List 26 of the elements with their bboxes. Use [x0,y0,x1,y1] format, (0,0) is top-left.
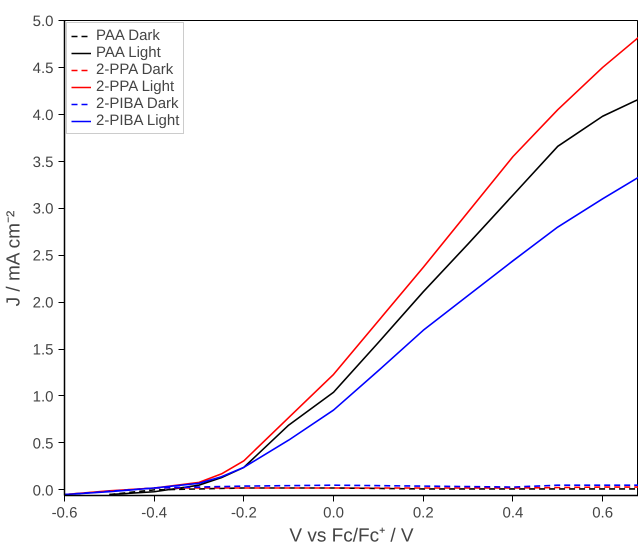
y-tick-label: 2.5 [32,248,54,265]
x-tick-label: 0.0 [323,504,344,522]
x-tick-label: -0.4 [141,504,168,522]
legend-label: 2-PIBA Light [96,112,180,129]
y-tick-label: 1.0 [32,388,54,406]
y-tick-label: 4.0 [32,106,54,124]
y-tick-label: 4.5 [32,60,54,77]
x-tick-label: -0.2 [230,504,257,522]
y-tick-label: 1.5 [32,342,54,359]
y-tick-label: 2.0 [32,294,54,312]
x-tick-label: 0.6 [592,504,614,522]
y-tick-label: 0.5 [32,435,54,452]
x-tick-label: -0.6 [52,504,78,522]
legend-label: PAA Dark [96,27,160,44]
y-tick-label: 3.0 [32,200,54,218]
legend-label: 2-PIBA Dark [96,95,179,112]
x-tick-label: 0.4 [502,504,524,522]
y-tick-label: 3.5 [32,154,54,171]
legend-label: 2-PPA Light [96,78,174,95]
legend-label: 2-PPA Dark [96,61,174,78]
y-tick-label: 0.0 [32,482,54,500]
x-axis-title: V vs Fc/Fc⁺ / V [289,526,414,546]
y-axis-title: J / mA cm⁻² [4,210,25,306]
legend-label: PAA Light [96,44,161,61]
y-tick-label: 5.0 [32,13,54,30]
x-tick-label: 0.2 [412,504,434,522]
